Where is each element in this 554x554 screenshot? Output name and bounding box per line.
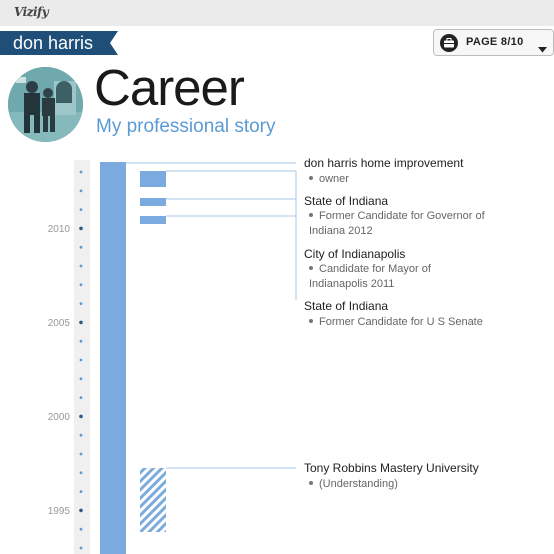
profile-name-tab xyxy=(0,31,118,55)
timeline-entry-role: Former Candidate for Governor of xyxy=(309,209,485,224)
year-tick-dot xyxy=(79,433,83,437)
year-label: 2000 xyxy=(47,412,70,423)
main-career-bar xyxy=(100,162,126,554)
year-tick-dot xyxy=(79,471,83,475)
position-bar xyxy=(140,216,166,224)
year-tick-dot xyxy=(79,452,83,456)
year-tick-dot xyxy=(79,490,83,493)
year-tick-dot xyxy=(79,358,83,362)
year-tick-dot xyxy=(79,208,83,212)
profile-name: don harris xyxy=(13,33,94,53)
year-tick-dot xyxy=(79,245,83,249)
top-bar: Vizify xyxy=(0,0,554,26)
year-tick-dot xyxy=(79,527,83,531)
year-tick-dot xyxy=(79,320,83,325)
year-tick-dot xyxy=(79,546,83,550)
year-tick-dot xyxy=(79,189,83,193)
year-label: 1995 xyxy=(47,506,70,517)
page-title: Career xyxy=(94,59,245,116)
timeline-entry-org: Tony Robbins Mastery University xyxy=(304,461,479,475)
timeline-entry-role: (Understanding) xyxy=(309,477,398,492)
page-selector-button[interactable]: PAGE 8/10 xyxy=(433,29,554,56)
year-tick-dot xyxy=(79,170,83,174)
year-tick-dot xyxy=(79,264,83,268)
page-indicator: PAGE 8/10 xyxy=(466,36,524,48)
timeline-entry-org: State of Indiana xyxy=(304,194,389,208)
position-bar xyxy=(140,198,166,206)
year-tick-dot xyxy=(79,302,83,305)
timeline-entry-role: owner xyxy=(309,172,349,187)
year-tick-dot xyxy=(79,339,83,343)
briefcase-icon xyxy=(440,34,458,52)
timeline-entry-org: State of Indiana xyxy=(304,299,389,313)
year-tick-dot xyxy=(79,414,83,419)
year-rail xyxy=(74,160,90,554)
year-label: 2010 xyxy=(47,224,70,235)
year-tick-dot xyxy=(79,377,83,381)
year-rail-dots xyxy=(79,170,83,550)
year-tick-dot xyxy=(79,283,83,287)
app-logo[interactable]: Vizify xyxy=(14,5,49,19)
education-bar xyxy=(140,468,166,532)
page-subtitle: My professional story xyxy=(96,116,276,137)
timeline-entry-role: Indianapolis 2011 xyxy=(309,278,395,290)
year-label: 2005 xyxy=(47,318,70,329)
position-bar xyxy=(140,171,166,187)
year-tick-dot xyxy=(79,396,83,399)
timeline-entry-role: Former Candidate for U S Senate xyxy=(309,315,483,330)
timeline-entry-role: Indiana 2012 xyxy=(309,225,373,237)
chevron-down-icon xyxy=(538,40,547,58)
year-tick-dot xyxy=(79,226,83,231)
year-tick-dot xyxy=(79,508,83,513)
timeline-entry-org: don harris home improvement xyxy=(304,156,464,170)
timeline-entry-role: Candidate for Mayor of xyxy=(309,262,431,277)
timeline-entry-org: City of Indianapolis xyxy=(304,247,406,261)
